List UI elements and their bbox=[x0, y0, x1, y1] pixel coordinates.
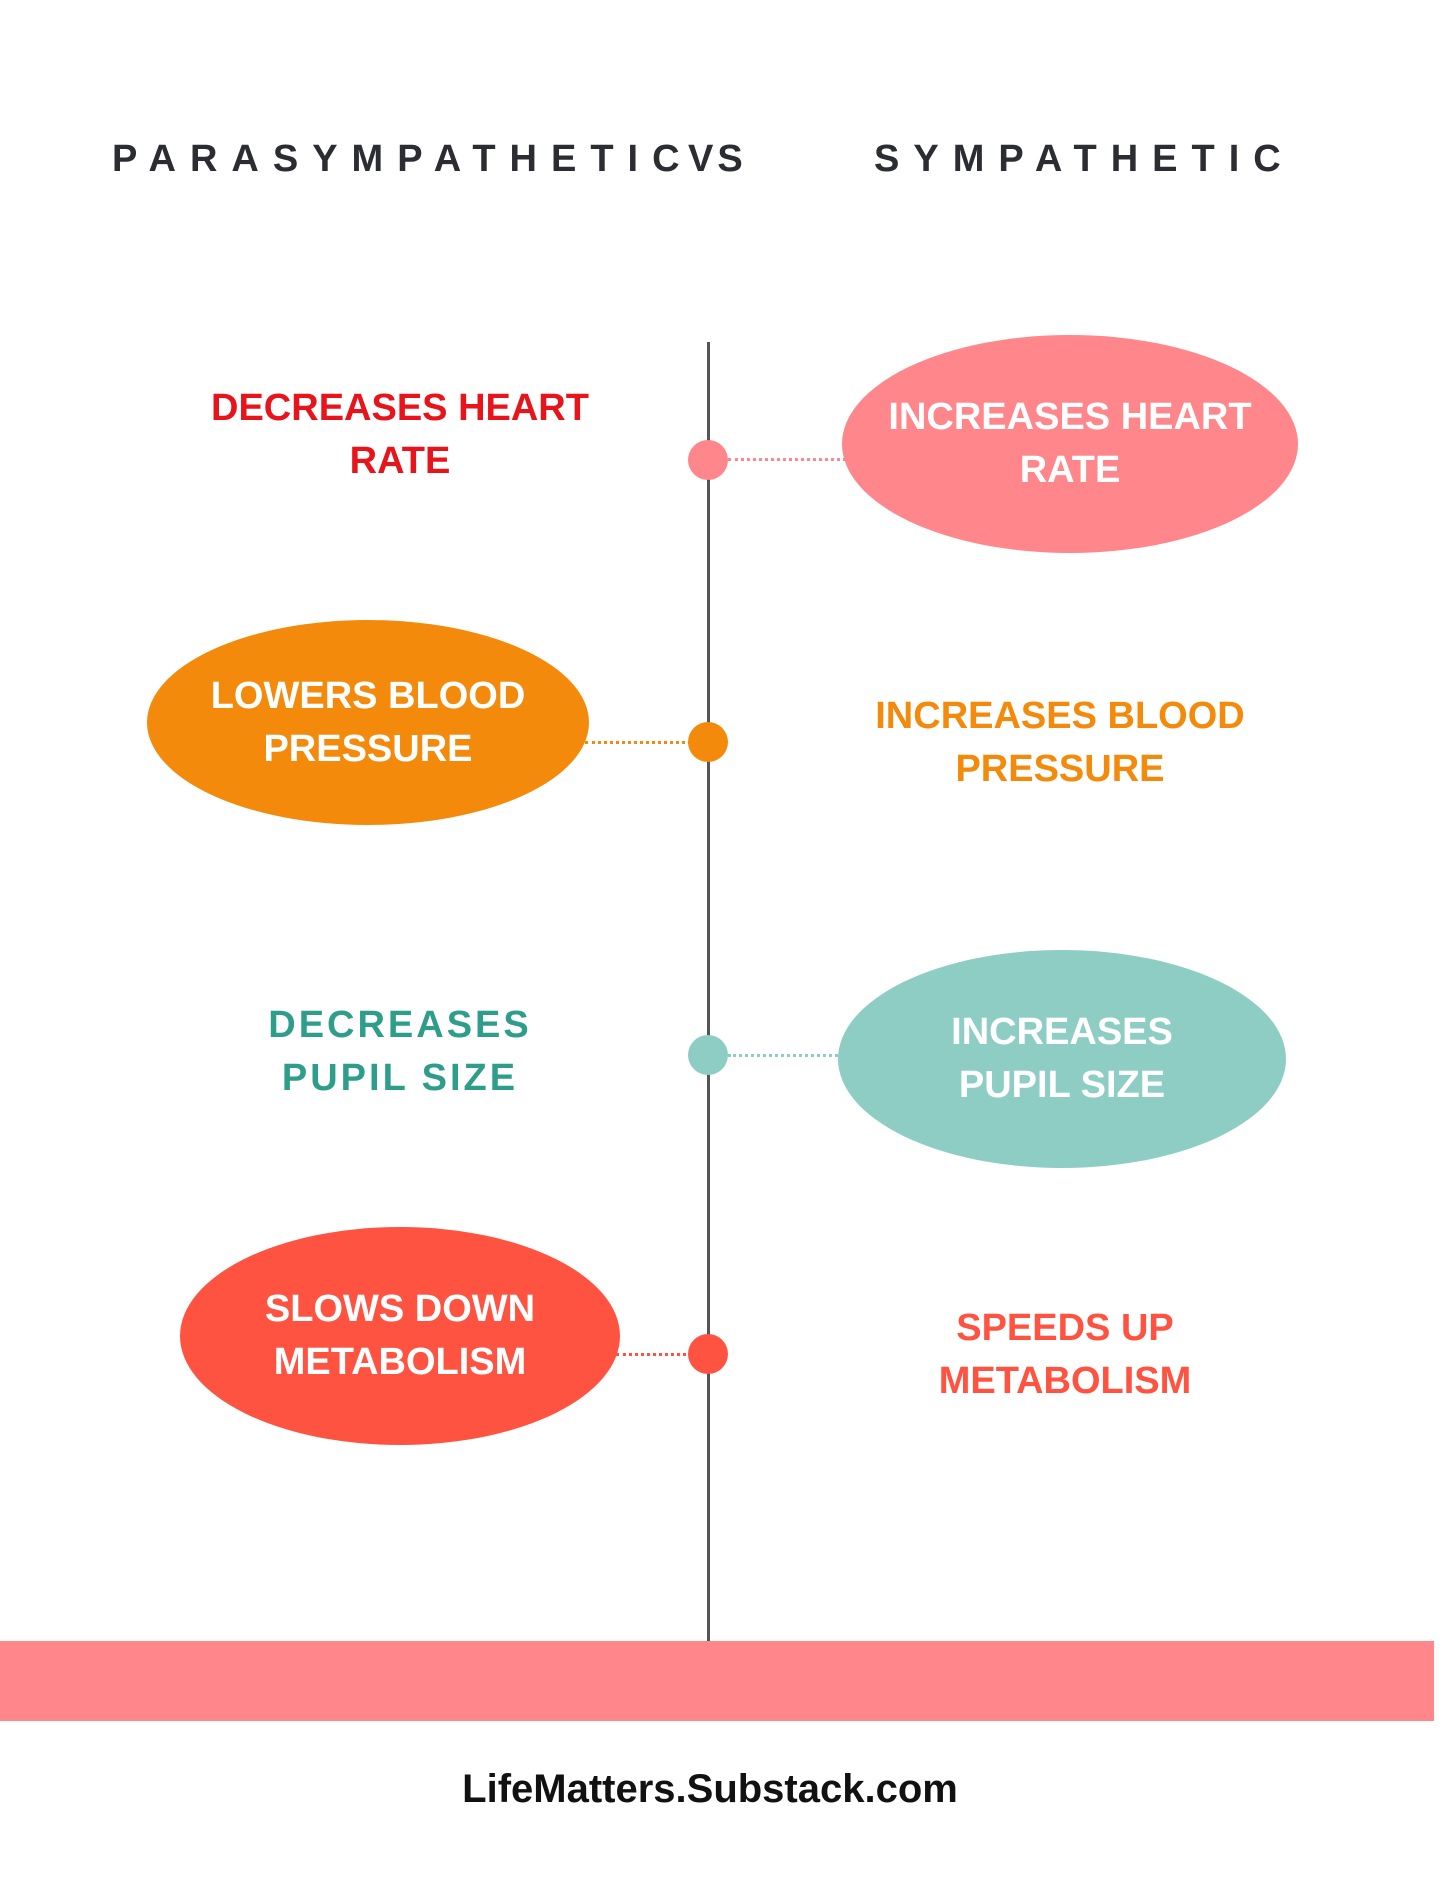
pupil-size-increase-bubble: INCREASES PUPIL SIZE bbox=[838, 950, 1286, 1168]
footer-bar bbox=[0, 1641, 1434, 1721]
metabolism-slow-label: SLOWS DOWN METABOLISM bbox=[264, 1288, 536, 1383]
pupil-size-dot bbox=[688, 1035, 728, 1075]
metabolism-connector bbox=[616, 1353, 704, 1356]
heart-rate-dot bbox=[688, 440, 728, 480]
sympathetic-heading: SYMPATHETIC bbox=[874, 138, 1295, 180]
row-metabolism-right: SPEEDS UP METABOLISM bbox=[855, 1300, 1275, 1410]
blood-pressure-lower-bubble: LOWERS BLOOD PRESSURE bbox=[147, 620, 589, 825]
metabolism-dot bbox=[688, 1334, 728, 1374]
timeline-line bbox=[707, 342, 710, 1642]
row-heart-rate-left: DECREASES HEART RATE bbox=[190, 380, 610, 490]
blood-pressure-dot bbox=[688, 722, 728, 762]
metabolism-speed-label: SPEEDS UP METABOLISM bbox=[938, 1307, 1192, 1402]
blood-pressure-connector bbox=[585, 741, 703, 744]
row-blood-pressure-right: INCREASES BLOOD PRESSURE bbox=[850, 688, 1270, 798]
parasympathetic-heading: PARASYMPATHETIC bbox=[112, 138, 694, 180]
blood-pressure-increase-label: INCREASES BLOOD PRESSURE bbox=[875, 695, 1245, 790]
metabolism-slow-bubble: SLOWS DOWN METABOLISM bbox=[180, 1227, 620, 1445]
vs-heading: VS bbox=[688, 138, 747, 180]
row-pupil-size-left: DECREASES PUPIL SIZE bbox=[190, 997, 610, 1107]
heart-rate-connector bbox=[728, 458, 846, 461]
pupil-size-decrease-label: DECREASES PUPIL SIZE bbox=[268, 1004, 532, 1099]
pupil-size-increase-label: INCREASES PUPIL SIZE bbox=[951, 1011, 1173, 1106]
heart-rate-decrease-label: DECREASES HEART RATE bbox=[211, 387, 589, 482]
blood-pressure-lower-label: LOWERS BLOOD PRESSURE bbox=[210, 674, 526, 770]
heart-rate-increase-label: INCREASES HEART RATE bbox=[888, 396, 1252, 491]
heart-rate-increase-bubble: INCREASES HEART RATE bbox=[842, 335, 1298, 553]
footer-site-link[interactable]: LifeMatters.Substack.com bbox=[462, 1767, 958, 1811]
pupil-size-connector bbox=[728, 1054, 844, 1057]
